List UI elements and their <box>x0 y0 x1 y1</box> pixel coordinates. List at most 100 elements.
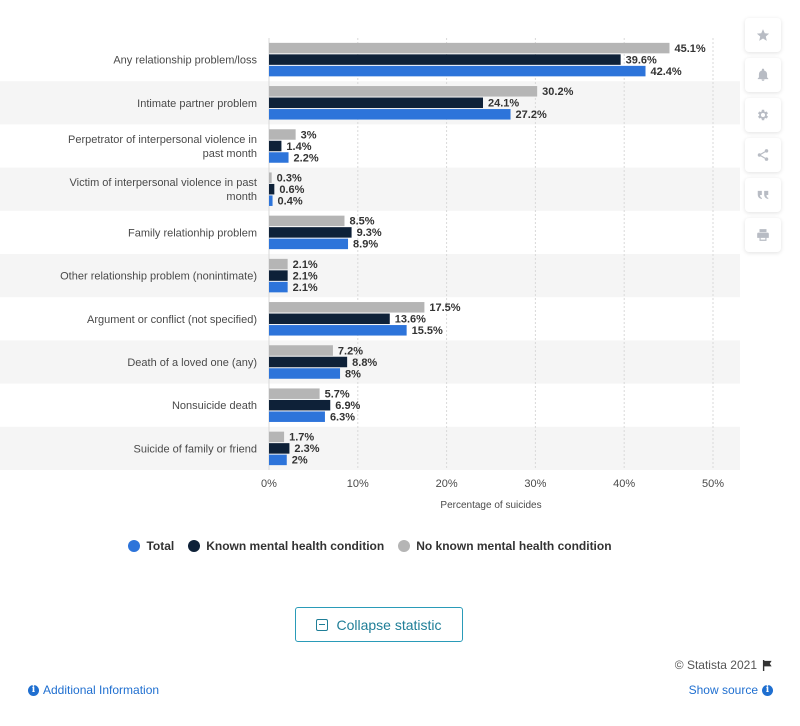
additional-information-label: Additional Information <box>43 683 160 697</box>
bar-value-label: 0.6% <box>279 184 304 196</box>
bar-value-label: 5.7% <box>325 388 350 400</box>
bar <box>269 129 296 140</box>
bar-value-label: 9.3% <box>357 227 382 239</box>
row-band <box>0 340 740 384</box>
x-tick-label: 20% <box>436 478 458 490</box>
additional-information-link[interactable]: i Additional Information <box>28 683 159 697</box>
bar <box>269 152 289 163</box>
bar <box>269 238 349 250</box>
credit-text: © Statista 2021 <box>674 658 757 672</box>
x-tick-label: 30% <box>524 478 546 490</box>
chart-area: 0% 10% 20% 30% 40% 50% Percentage of suicides A… <box>0 38 740 511</box>
bar <box>269 195 273 206</box>
collapse-icon <box>316 618 329 631</box>
bar-value-label: 42.4% <box>651 66 682 78</box>
bar-value-label: 8% <box>345 368 361 380</box>
bar-value-label: 39.6% <box>626 54 657 66</box>
category-label: Victim of interpersonal violence in past… <box>69 177 257 203</box>
bar-value-label: 0.3% <box>277 172 302 184</box>
legend-dot-no-known <box>398 540 411 552</box>
bar-value-label: 2.3% <box>294 443 319 455</box>
notification-button[interactable] <box>745 58 781 92</box>
bar <box>269 388 320 399</box>
bar <box>269 431 285 443</box>
legend-dot-known <box>188 540 201 552</box>
bar <box>269 281 288 293</box>
bar-value-label: 45.1% <box>674 43 705 55</box>
bar-value-label: 6.9% <box>335 400 360 412</box>
print-button[interactable] <box>745 218 781 252</box>
row-band <box>0 254 740 298</box>
bar-value-label: 6.3% <box>330 411 355 423</box>
bar <box>269 270 288 281</box>
bar-value-label: 27.2% <box>516 109 547 121</box>
bar <box>269 172 272 183</box>
row-band <box>0 167 740 211</box>
bar <box>269 140 282 152</box>
category-label: Nonsuicide death <box>172 400 257 412</box>
bar <box>269 65 646 77</box>
info-icon: i <box>28 684 39 696</box>
info-icon-source: i <box>762 684 773 696</box>
category-label: Other relationship problem (nonintimate) <box>60 271 257 283</box>
legend-label-total: Total <box>146 539 175 553</box>
print-icon <box>757 229 769 241</box>
category-label: Intimate partner problem <box>137 98 257 110</box>
bar <box>269 345 333 356</box>
bell-icon <box>757 68 769 81</box>
bar <box>269 356 348 368</box>
show-source-link[interactable]: Show source i <box>689 683 773 697</box>
bar-value-label: 2.1% <box>293 282 318 294</box>
category-label: Suicide of family or friend <box>134 443 258 455</box>
share-icon <box>757 149 769 161</box>
bar <box>269 109 511 120</box>
bar-value-label: 2.1% <box>293 259 318 271</box>
settings-button[interactable] <box>745 98 781 132</box>
gear-icon <box>757 109 769 121</box>
share-button[interactable] <box>745 138 781 172</box>
category-label: Argument or conflict (not specified) <box>87 314 257 326</box>
bar-value-label: 8.5% <box>349 216 374 228</box>
collapse-label: Collapse statistic <box>336 616 442 633</box>
cite-button[interactable] <box>745 178 781 212</box>
bar-value-label: 1.7% <box>289 432 314 444</box>
bar-value-label: 15.5% <box>412 325 443 337</box>
flag-icon <box>762 659 772 671</box>
category-label: Any relationship problem/loss <box>113 55 257 67</box>
bar-value-label: 0.4% <box>278 195 303 207</box>
bar <box>269 227 352 238</box>
bar <box>269 215 345 227</box>
legend-item-no-known[interactable]: No known mental health condition <box>398 539 612 553</box>
bar-value-label: 8.9% <box>353 239 378 251</box>
bar-value-label: 2.1% <box>293 270 318 282</box>
show-source-label: Show source <box>688 683 758 697</box>
bar <box>269 97 484 109</box>
bar-value-label: 24.1% <box>488 98 519 110</box>
bar <box>269 454 287 466</box>
collapse-statistic-button[interactable]: Collapse statistic <box>295 607 463 642</box>
category-label: Death of a loved one (any) <box>127 357 257 369</box>
star-icon <box>756 29 770 41</box>
statista-credit[interactable]: © Statista 2021 <box>675 658 773 672</box>
legend-item-known[interactable]: Known mental health condition <box>188 539 384 553</box>
x-tick-label: 10% <box>347 478 369 490</box>
bar-value-label: 30.2% <box>542 86 573 98</box>
legend: Total Known mental health condition No k… <box>0 539 740 553</box>
bar <box>269 411 325 422</box>
bar <box>269 54 621 65</box>
legend-item-total[interactable]: Total <box>128 539 174 553</box>
bar <box>269 325 407 336</box>
quote-icon <box>757 190 769 200</box>
bar-value-label: 13.6% <box>395 314 426 326</box>
favorite-button[interactable] <box>745 18 781 52</box>
legend-label-known: Known mental health condition <box>206 539 385 553</box>
bar-value-label: 7.2% <box>338 345 363 357</box>
bar-value-label: 2% <box>292 455 308 467</box>
side-toolbar <box>745 18 781 252</box>
bar-chart: 0% 10% 20% 30% 40% 50% Percentage of suicides A… <box>0 38 740 511</box>
legend-dot-total <box>128 540 141 552</box>
category-label: Family relationhip problem <box>128 227 257 239</box>
bar-value-label: 3% <box>301 129 317 141</box>
bar <box>269 443 290 454</box>
category-label: Perpetrator of interpersonal violence in… <box>68 134 257 160</box>
